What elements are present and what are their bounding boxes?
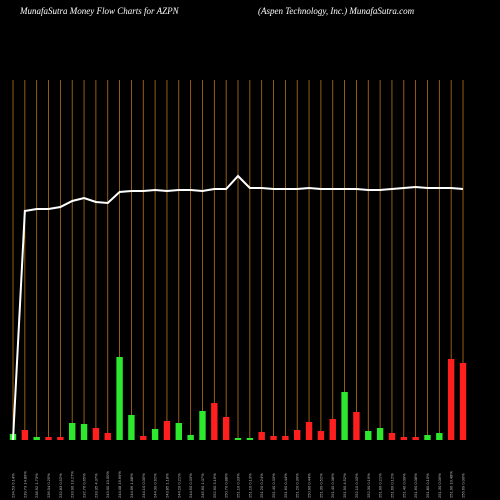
bar	[294, 430, 301, 440]
bar	[187, 435, 194, 440]
x-tick-label: 252.10 0.33%	[354, 473, 359, 498]
money-flow-line	[12, 174, 464, 441]
x-tick-label: 250.90 0.44%	[307, 473, 312, 498]
bar	[246, 438, 254, 440]
x-tick-label: 244.10 0.05%	[141, 473, 146, 498]
x-tick-label: 244.50 0.33%	[188, 473, 193, 498]
bar	[365, 431, 372, 440]
bar	[57, 437, 64, 440]
bar	[80, 424, 88, 440]
chart-subtitle: (Aspen Technology, Inc.) MunafaSutra.com	[258, 6, 415, 16]
bar	[436, 433, 443, 440]
x-tick-label: 250.70 0.88%	[224, 473, 229, 498]
x-tick-label: 245.60 1.07%	[200, 473, 205, 498]
bar	[258, 432, 265, 440]
x-tick-label: 243.00 10.00%	[105, 471, 110, 498]
x-tick-label: 251.90 4.52%	[342, 473, 347, 498]
bar	[376, 428, 384, 440]
bar	[151, 429, 159, 440]
bar	[424, 435, 431, 440]
bar	[128, 415, 135, 440]
x-tick-label: 239.73 14.89%	[22, 471, 27, 498]
bar	[45, 437, 52, 440]
x-tick-label: 251.60 0.12%	[389, 473, 394, 498]
x-tick-label: 251.40 0.33%	[271, 473, 276, 498]
x-tick-label: 252.90 3.19%	[212, 473, 217, 498]
x-tick-label: 251.90 0.21%	[378, 473, 383, 498]
x-tick-label: 236.04 0.25%	[46, 473, 51, 498]
bar	[33, 437, 40, 440]
x-tick-label: 244.96 1.88%	[129, 473, 134, 498]
bar	[459, 363, 467, 440]
x-tick-label: 251.60 0.08%	[413, 473, 418, 498]
x-tick-label: 238.92 1.73%	[34, 473, 39, 498]
x-tick-label: 256.69 0.00%	[461, 473, 466, 498]
x-tick-label: 251.10 0.33%	[236, 473, 241, 498]
x-tick-label: 232.83 0.52%	[58, 473, 63, 498]
bar	[211, 403, 218, 440]
chart-title: MunafaSutra Money Flow Charts for AZPN	[19, 6, 180, 16]
x-tick-label: 232.76 0.65%	[82, 473, 87, 498]
bar	[317, 431, 325, 440]
bar	[199, 411, 206, 440]
x-tick-label: 251.20 0.24%	[259, 473, 264, 498]
bar	[305, 422, 313, 440]
bar	[329, 419, 336, 440]
x-tick-label: 251.30 0.09%	[437, 473, 442, 498]
bar	[222, 417, 230, 440]
x-tick-label: 251.40 0.09%	[401, 473, 406, 498]
bar	[412, 437, 419, 440]
bar	[400, 437, 407, 440]
x-tick-label: 251.10 0.13%	[247, 473, 252, 498]
x-tick-label: 233.35 4.37%	[93, 473, 98, 498]
x-tick-label: 233.90 13.27%	[70, 471, 75, 498]
bar	[104, 433, 111, 440]
x-tick-label: 252.30 0.19%	[366, 473, 371, 498]
x-tick-label: 244.20 0.21%	[176, 473, 181, 498]
bar	[175, 423, 182, 440]
x-tick-label: 251.80 0.10%	[425, 473, 430, 498]
bar	[270, 436, 277, 440]
x-tick-label: 234.53 6.14%	[11, 473, 16, 498]
bar	[341, 392, 348, 440]
bar	[92, 428, 100, 440]
x-tick-label: 251.40 0.38%	[330, 473, 335, 498]
x-tick-label: 243.85 1.18%	[164, 473, 169, 498]
bar	[234, 438, 242, 440]
x-tick-label: 251.60 0.44%	[283, 473, 288, 498]
bar	[388, 433, 396, 440]
bar	[163, 421, 171, 440]
x-tick-label: 251.20 0.30%	[295, 473, 300, 498]
bar	[116, 357, 123, 440]
x-tick-label: 244.30 0.62%	[153, 473, 158, 498]
bar	[140, 436, 147, 440]
bar	[21, 430, 29, 440]
x-tick-label: 244.08 19.69%	[117, 471, 122, 498]
x-tick-label: 251.30 0.52%	[318, 473, 323, 498]
x-tick-label: 251.90 10.48%	[449, 471, 454, 498]
bar	[69, 423, 76, 440]
bar	[282, 436, 289, 440]
bar	[447, 359, 455, 440]
bar	[353, 412, 360, 440]
